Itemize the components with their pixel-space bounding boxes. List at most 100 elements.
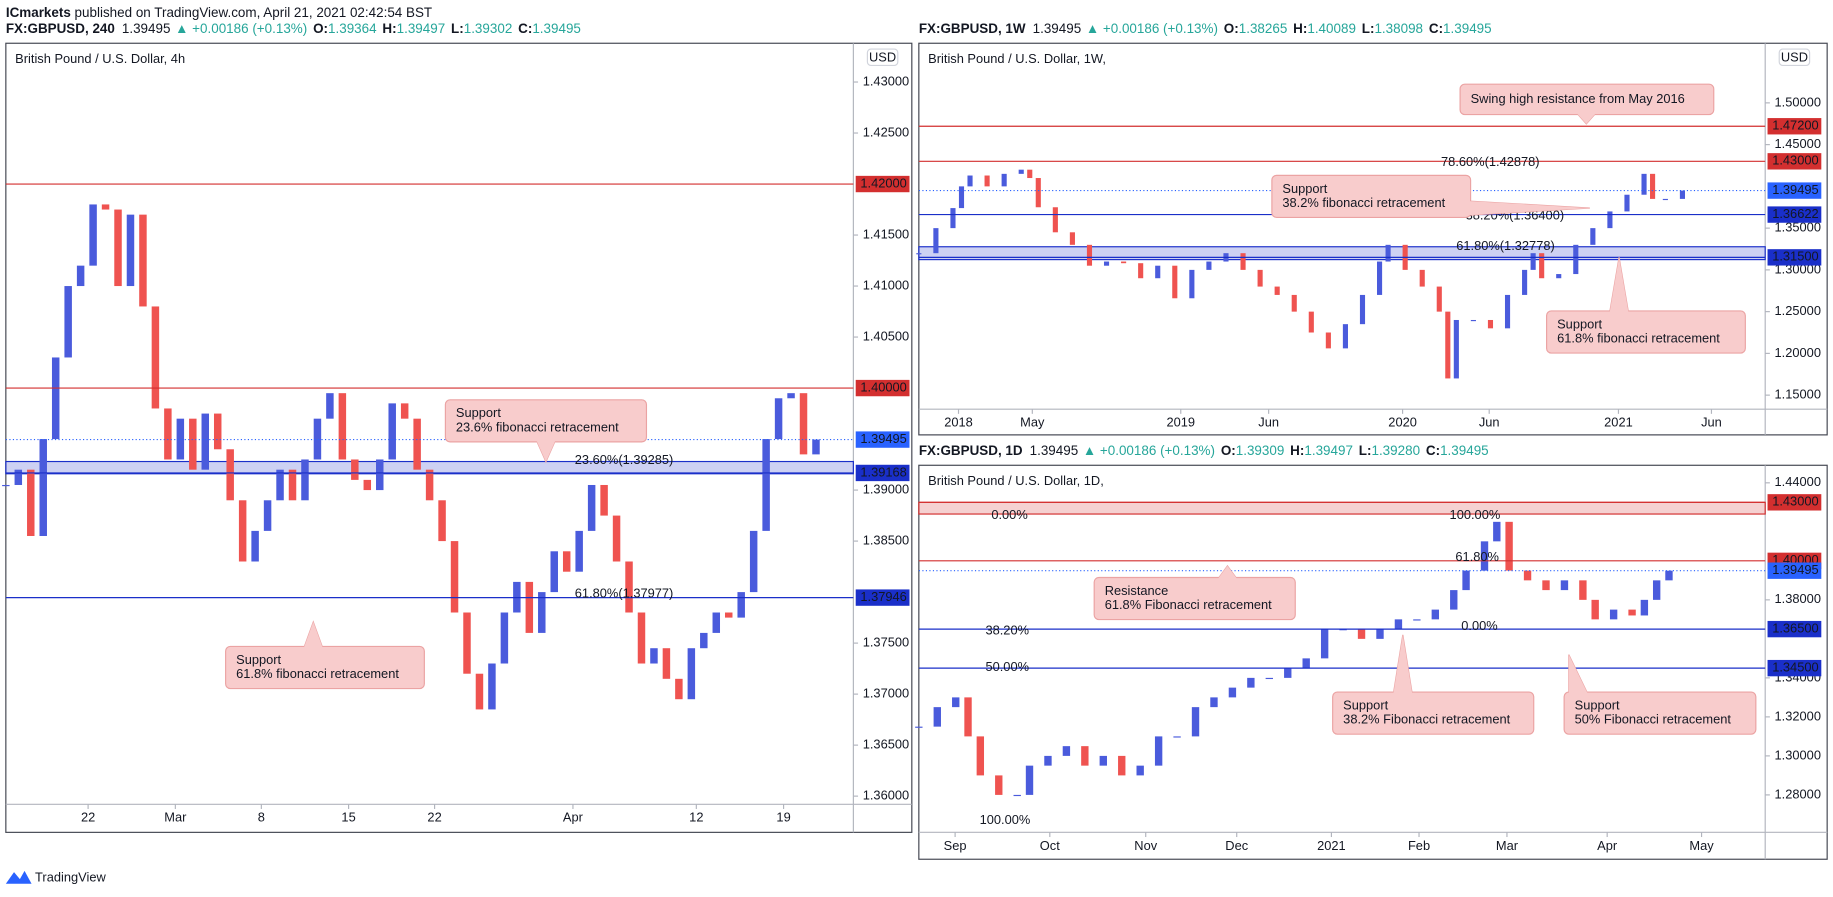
x-tick-label: Jun <box>1701 415 1722 430</box>
tradingview-logo: TradingView <box>5 869 106 884</box>
level-label: 1.37946 <box>860 589 906 604</box>
candle <box>967 175 973 187</box>
candle <box>2 484 10 487</box>
candle <box>1640 599 1649 616</box>
candle <box>1462 570 1470 591</box>
change: ▲ +0.00186 (+0.13%) <box>1086 21 1218 36</box>
level-label: 1.36500 <box>1772 621 1818 636</box>
candle <box>984 175 990 187</box>
fib-label: 23.60%(1.39285) <box>575 452 674 467</box>
candle <box>1257 269 1263 287</box>
candle <box>952 697 960 708</box>
candle <box>1274 286 1280 295</box>
candle <box>101 204 110 210</box>
callout-box <box>1093 576 1296 621</box>
candle <box>338 393 347 460</box>
callout-seam <box>1576 113 1596 124</box>
candle <box>1394 619 1403 630</box>
ohlc-key: H: <box>382 21 396 36</box>
currency-box <box>866 48 899 67</box>
y-tick-label: 1.44000 <box>1775 474 1821 489</box>
candle <box>650 648 658 664</box>
candle <box>126 214 135 287</box>
ohlc-value: 1.39497 <box>1304 443 1353 458</box>
y-tick-label: 1.25000 <box>1775 303 1821 318</box>
level-label-box <box>1767 494 1822 511</box>
candle <box>1155 265 1161 279</box>
fib-label: 100.00% <box>980 812 1031 827</box>
candle <box>189 418 197 470</box>
callout-text: Resistance <box>1105 583 1169 598</box>
ohlc-key: H: <box>1293 21 1307 36</box>
callout-text: 38.2% Fibonacci retracement <box>1343 712 1510 727</box>
candle <box>213 413 222 450</box>
fib-label: 61.80% <box>1455 549 1499 564</box>
callout-text: Support <box>1282 181 1327 196</box>
ohlc-value: 1.40089 <box>1307 21 1356 36</box>
last-price: 1.39495 <box>1033 21 1082 36</box>
y-tick-label: 1.15000 <box>1775 387 1821 402</box>
candle <box>351 459 359 480</box>
ohlc-key: O: <box>313 21 328 36</box>
level-label: 1.39495 <box>860 431 906 446</box>
candle <box>538 592 546 633</box>
fib-label: 61.80%(1.37977) <box>575 585 674 600</box>
x-tick-label: 2020 <box>1388 415 1417 430</box>
candle <box>1291 294 1297 312</box>
candle <box>600 484 608 516</box>
panel-title: British Pound / U.S. Dollar, 1W, <box>928 51 1106 66</box>
x-tick-label: 22 <box>81 810 95 825</box>
candle <box>550 551 558 593</box>
candle <box>525 581 534 633</box>
candle <box>687 648 696 700</box>
candle <box>950 208 956 229</box>
candle <box>313 418 322 460</box>
ohlc-value: 1.39495 <box>1443 21 1492 36</box>
level-label-box <box>1767 206 1822 223</box>
logo-text: TradingView <box>35 869 106 884</box>
candle <box>1453 319 1459 379</box>
ohlc-key: O: <box>1221 443 1236 458</box>
candle <box>762 439 770 531</box>
candle <box>238 500 247 562</box>
callout-seam <box>1469 201 1590 216</box>
candle <box>964 697 972 737</box>
candle <box>799 393 808 455</box>
candle <box>1302 658 1310 669</box>
candle <box>1413 619 1421 621</box>
last-price: 1.39495 <box>1030 443 1079 458</box>
callout-text: 50% Fibonacci retracement <box>1575 712 1732 727</box>
candle <box>1445 311 1451 379</box>
currency: USD <box>869 49 896 64</box>
candle <box>1607 211 1613 229</box>
candle <box>1530 253 1536 270</box>
callout-text: 61.8% fibonacci retracement <box>1557 330 1720 345</box>
x-tick-label: 2021 <box>1317 838 1346 853</box>
candle <box>749 530 758 593</box>
level-label-box <box>1767 118 1822 135</box>
candle <box>263 500 272 531</box>
candle <box>1138 263 1144 279</box>
x-tick-label: 2019 <box>1166 415 1195 430</box>
candle <box>1436 286 1442 312</box>
candle <box>625 561 633 613</box>
level-band <box>918 501 1766 515</box>
candle <box>995 775 1003 795</box>
callout-text: Swing high resistance from May 2016 <box>1471 91 1685 106</box>
candle <box>1591 599 1599 620</box>
x-tick-label: 22 <box>427 810 441 825</box>
candle <box>1556 274 1562 279</box>
callout-seam <box>1568 654 1588 694</box>
fib-label: 0.00% <box>991 507 1027 522</box>
candle <box>400 403 409 419</box>
callout-box <box>225 645 425 690</box>
ohlc-value: 1.39497 <box>397 21 446 36</box>
candle <box>915 726 923 728</box>
chart-panel: FX:GBPUSD, 1W 1.39495 ▲ +0.00186 (+0.13%) O… <box>916 21 1828 436</box>
candle <box>700 632 708 649</box>
candle <box>463 612 471 674</box>
y-tick-label: 1.41000 <box>863 277 909 292</box>
candle <box>201 413 210 470</box>
y-tick-label: 1.37000 <box>863 686 909 701</box>
candle <box>958 186 965 209</box>
